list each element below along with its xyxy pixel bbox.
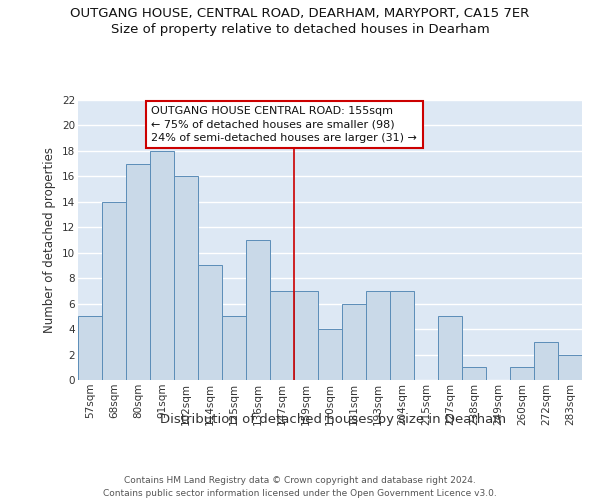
Bar	[366, 291, 390, 380]
Bar	[270, 291, 294, 380]
Bar	[294, 291, 318, 380]
Bar	[102, 202, 126, 380]
Bar	[150, 151, 174, 380]
Bar	[558, 354, 582, 380]
Bar	[438, 316, 462, 380]
Bar	[126, 164, 150, 380]
Bar	[342, 304, 366, 380]
Bar	[246, 240, 270, 380]
Bar	[510, 368, 534, 380]
Bar	[198, 266, 222, 380]
Bar	[78, 316, 102, 380]
Bar	[534, 342, 558, 380]
Bar	[318, 329, 342, 380]
Text: Distribution of detached houses by size in Dearham: Distribution of detached houses by size …	[160, 412, 506, 426]
Y-axis label: Number of detached properties: Number of detached properties	[43, 147, 56, 333]
Bar	[390, 291, 414, 380]
Bar	[222, 316, 246, 380]
Text: OUTGANG HOUSE CENTRAL ROAD: 155sqm
← 75% of detached houses are smaller (98)
24%: OUTGANG HOUSE CENTRAL ROAD: 155sqm ← 75%…	[151, 106, 417, 143]
Bar	[462, 368, 486, 380]
Text: Contains HM Land Registry data © Crown copyright and database right 2024.
Contai: Contains HM Land Registry data © Crown c…	[103, 476, 497, 498]
Bar	[174, 176, 198, 380]
Text: OUTGANG HOUSE, CENTRAL ROAD, DEARHAM, MARYPORT, CA15 7ER: OUTGANG HOUSE, CENTRAL ROAD, DEARHAM, MA…	[70, 8, 530, 20]
Text: Size of property relative to detached houses in Dearham: Size of property relative to detached ho…	[110, 22, 490, 36]
